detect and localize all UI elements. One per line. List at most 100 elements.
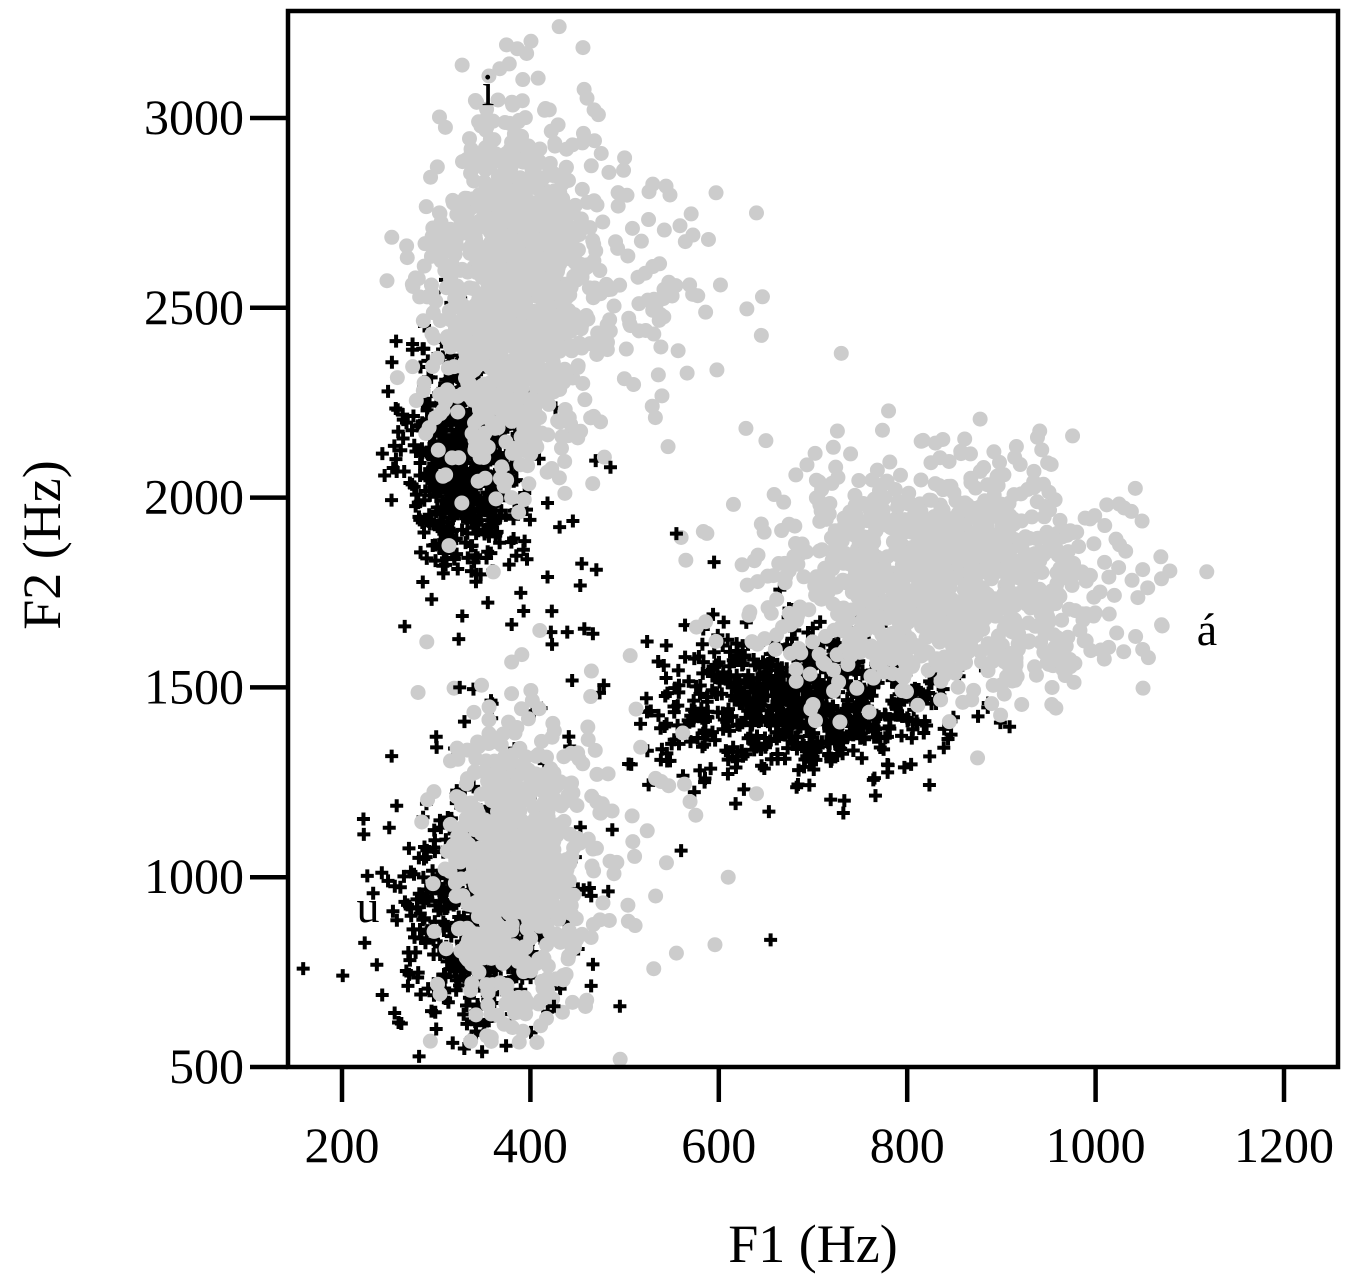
circle-point — [1065, 428, 1081, 444]
circle-point — [546, 765, 562, 781]
circle-point — [454, 57, 470, 73]
circle-point — [933, 673, 949, 689]
circle-point — [1003, 645, 1019, 661]
circle-point — [521, 790, 537, 806]
circle-point — [546, 200, 562, 216]
plus-point — [399, 416, 413, 430]
circle-point — [574, 181, 590, 197]
circle-point — [599, 317, 615, 333]
circle-point — [432, 206, 448, 222]
circle-point — [650, 367, 666, 383]
plus-point — [493, 536, 507, 550]
plus-point — [385, 493, 399, 507]
circle-point — [1027, 479, 1043, 495]
circle-point — [543, 246, 559, 262]
plus-point — [405, 477, 419, 491]
circle-point — [499, 229, 515, 245]
circle-point — [742, 604, 758, 620]
circle-point — [817, 628, 833, 644]
plus-point — [436, 559, 450, 573]
circle-point — [544, 461, 560, 477]
circle-point — [700, 231, 716, 247]
circle-point — [495, 955, 511, 971]
circle-point — [725, 496, 741, 512]
circle-point — [475, 409, 491, 425]
circle-point — [950, 679, 966, 695]
circle-point — [498, 332, 514, 348]
circle-point — [685, 286, 701, 302]
circle-point — [1112, 537, 1128, 553]
circle-point — [536, 310, 552, 326]
circle-point — [399, 250, 415, 266]
circle-point — [836, 510, 852, 526]
plus-point — [447, 509, 461, 523]
circle-point — [881, 403, 897, 419]
circle-point — [514, 294, 530, 310]
circle-point — [876, 559, 892, 575]
circle-point — [905, 657, 921, 673]
circle-point — [559, 289, 575, 305]
circle-point — [976, 460, 992, 476]
circle-point — [418, 199, 434, 215]
circle-point — [548, 971, 564, 987]
circle-point — [417, 236, 433, 252]
circle-point — [1034, 442, 1050, 458]
circle-point — [442, 816, 458, 832]
circle-point — [993, 526, 1009, 542]
circle-point — [519, 323, 535, 339]
circle-point — [1032, 423, 1048, 439]
circle-point — [507, 365, 523, 381]
circle-point — [506, 440, 522, 456]
circle-point — [557, 401, 573, 417]
circle-point — [454, 495, 470, 511]
circle-point — [829, 423, 845, 439]
circle-point — [868, 521, 884, 537]
plus-point — [846, 743, 860, 757]
circle-point — [460, 846, 476, 862]
circle-point — [964, 627, 980, 643]
circle-point — [513, 348, 529, 364]
circle-point — [422, 1033, 438, 1049]
circle-point — [753, 327, 769, 343]
circle-point — [1054, 612, 1070, 628]
plus-point — [417, 342, 431, 356]
circle-point — [492, 191, 508, 207]
plus-point — [481, 596, 495, 610]
plus-point — [471, 551, 485, 565]
circle-point — [1097, 554, 1113, 570]
circle-point — [389, 370, 405, 386]
plus-point — [425, 592, 439, 606]
circle-point — [1199, 564, 1215, 580]
circle-point — [832, 714, 848, 730]
circle-point — [1062, 523, 1078, 539]
circle-point — [538, 1010, 554, 1026]
circle-point — [1093, 642, 1109, 658]
plus-point — [466, 505, 480, 519]
circle-point — [525, 814, 541, 830]
circle-point — [646, 326, 662, 342]
circle-point — [462, 245, 478, 261]
circle-point — [1054, 639, 1070, 655]
circle-point — [831, 674, 847, 690]
circle-point — [933, 692, 949, 708]
circle-point — [1044, 679, 1060, 695]
circle-point — [532, 767, 548, 783]
circle-point — [433, 227, 449, 243]
circle-point — [442, 753, 458, 769]
circle-point — [589, 346, 605, 362]
plus-point — [389, 452, 403, 466]
circle-point — [579, 90, 595, 106]
circle-point — [537, 102, 553, 118]
circle-point — [869, 462, 885, 478]
circle-point — [618, 341, 634, 357]
circle-point — [510, 114, 526, 130]
circle-point — [490, 882, 506, 898]
circle-point — [511, 504, 527, 520]
circle-point — [545, 272, 561, 288]
circle-point — [478, 330, 494, 346]
circle-point — [670, 343, 686, 359]
circle-point — [679, 365, 695, 381]
circle-point — [970, 750, 986, 766]
circle-point — [641, 184, 657, 200]
circle-point — [1020, 615, 1036, 631]
